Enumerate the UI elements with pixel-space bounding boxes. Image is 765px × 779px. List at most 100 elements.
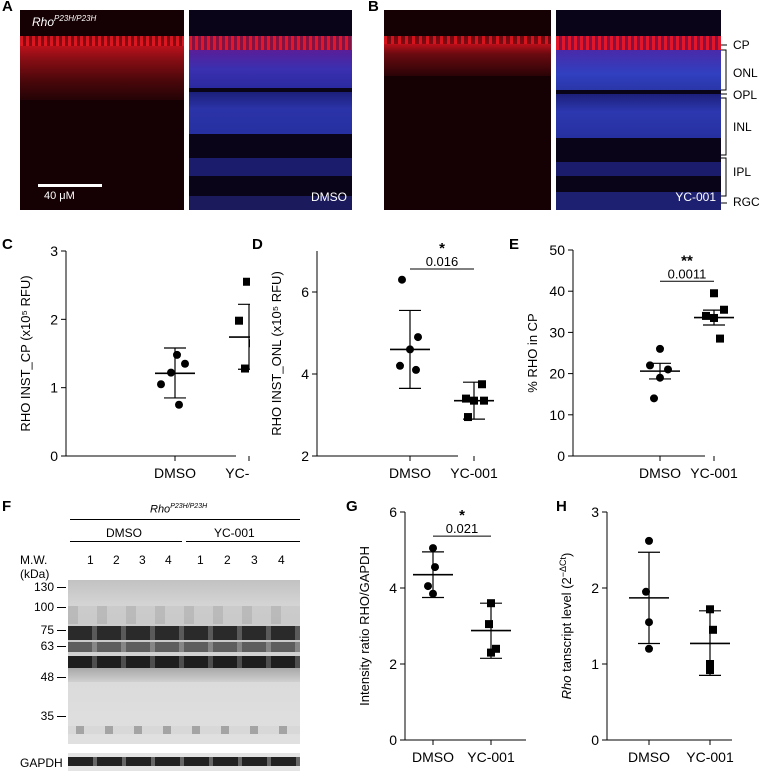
data-point-circle (650, 394, 658, 403)
chart-e: 0 10 20 30 40 50 DMSO YC-001 % RHO in CP 0.0011** (525, 242, 738, 481)
y-axis-label: RHO INST_CP (x10⁵ RFU) (18, 275, 33, 431)
y-tick-label: 2 (591, 580, 599, 596)
panel-label-d: D (252, 236, 263, 253)
band-35 (68, 726, 300, 734)
data-point-square (709, 625, 717, 634)
data-point-circle (645, 618, 653, 627)
y-axis-label: Intensity ratio RHO/GAPDH (357, 546, 372, 706)
genotype-label-f: RhoP23H/P23H (150, 503, 208, 516)
x-tick-label: DMSO (389, 465, 431, 481)
y-tick-label: 10 (549, 407, 565, 423)
y-tick-label: 2 (301, 448, 309, 464)
lane-number: 2 (224, 553, 231, 567)
treatment-label-b: YC-001 (675, 190, 716, 204)
scale-bar-label: 40 μM (44, 190, 75, 202)
mw-marker-tick (57, 607, 66, 608)
mw-marker-tick (57, 716, 66, 717)
y-tick-label: 20 (549, 366, 565, 382)
lane-number: 3 (139, 553, 146, 567)
mw-marker-tick (57, 646, 66, 647)
lane-number: 4 (165, 553, 172, 567)
layer-inl: INL (733, 120, 752, 134)
p-value-label: 0.021 (446, 521, 479, 536)
layer-cp: CP (733, 38, 750, 52)
genotype-line (70, 519, 300, 520)
x-tick-label: YC-001 (467, 749, 515, 765)
data-point-square (706, 605, 714, 614)
mw-marker-label: 48 (40, 670, 54, 684)
panel-label-g: G (346, 498, 358, 515)
layer-ipl: IPL (733, 165, 752, 179)
x-tick-label: DMSO (412, 749, 454, 765)
genotype-label-a: RhoP23H/P23H (32, 14, 97, 29)
chart-d: 2 4 6 DMSO YC-001 RHO INST_ONL (x10⁵ RFU) 0.01… (269, 240, 498, 481)
data-point-circle (175, 400, 183, 409)
ipl-bracket (721, 157, 727, 197)
mw-unit: (kDa) (20, 567, 50, 581)
data-point-square (702, 311, 710, 320)
gapdh-blot (68, 753, 300, 771)
y-tick-label: 2 (50, 311, 58, 327)
y-tick-label: 30 (549, 324, 565, 340)
y-tick-label: 3 (50, 243, 58, 259)
x-tick-label: DMSO (154, 465, 196, 481)
significance-stars: * (459, 507, 465, 524)
band-63 (68, 656, 300, 668)
mw-marker-tick (57, 630, 66, 631)
data-point-circle (646, 361, 654, 370)
x-tick-label: YC-001 (450, 465, 498, 481)
data-point-circle (167, 368, 175, 377)
data-point-circle (396, 361, 404, 370)
data-point-square (485, 620, 493, 629)
lane-number: 1 (197, 553, 204, 567)
mw-title: M.W. (20, 553, 48, 567)
chart-c: 0 1 2 3 DMSO YC-001 RHO INST_CP (x10⁵ RFU) (18, 243, 250, 481)
data-point-square (492, 644, 500, 653)
scale-bar (38, 184, 102, 187)
data-point-square (710, 313, 718, 322)
data-point-square (464, 413, 472, 422)
group-line-dmso (70, 541, 182, 542)
mw-marker-tick (57, 587, 66, 588)
inl-bracket (721, 97, 727, 156)
data-point-square (706, 666, 714, 675)
data-point-square (243, 277, 250, 286)
layer-opl: OPL (733, 88, 758, 102)
data-point-circle (431, 563, 439, 572)
group-line-yc (186, 541, 300, 542)
panel-label-f: F (2, 498, 12, 515)
data-point-circle (398, 275, 406, 284)
p-value-label: 0.016 (426, 254, 459, 269)
y-tick-label: 3 (591, 504, 599, 520)
data-point-circle (664, 365, 672, 374)
data-point-circle (412, 365, 420, 374)
data-point-square (487, 599, 495, 608)
data-point-circle (414, 333, 422, 342)
band-75 (68, 626, 300, 640)
layer-rgc: RGC (733, 195, 760, 209)
micrograph-a-merge: DMSO (189, 10, 352, 210)
western-blot (68, 580, 300, 744)
data-point-square (487, 648, 495, 657)
y-tick-label: 50 (549, 242, 565, 258)
x-tick-label: DMSO (628, 749, 670, 765)
mw-marker-label: 63 (40, 639, 54, 653)
data-point-square (478, 380, 486, 389)
data-point-circle (406, 345, 414, 354)
significance-stars: * (439, 240, 445, 257)
x-tick-label: DMSO (639, 465, 681, 481)
y-tick-label: 40 (549, 283, 565, 299)
y-tick-label: 0 (389, 732, 397, 748)
data-point-circle (642, 587, 650, 596)
micrograph-b-merge: YC-001 (556, 10, 721, 210)
lane-number: 3 (251, 553, 258, 567)
layer-onl: ONL (733, 66, 758, 80)
x-tick-label: YC-001 (686, 749, 734, 765)
y-tick-label: 0 (50, 448, 58, 464)
y-tick-label: 0 (591, 732, 599, 748)
mw-marker-tick (57, 677, 66, 678)
data-point-square (716, 334, 724, 343)
panel-label-e: E (509, 236, 520, 253)
data-point-square (241, 364, 249, 373)
y-tick-label: 4 (389, 580, 397, 596)
